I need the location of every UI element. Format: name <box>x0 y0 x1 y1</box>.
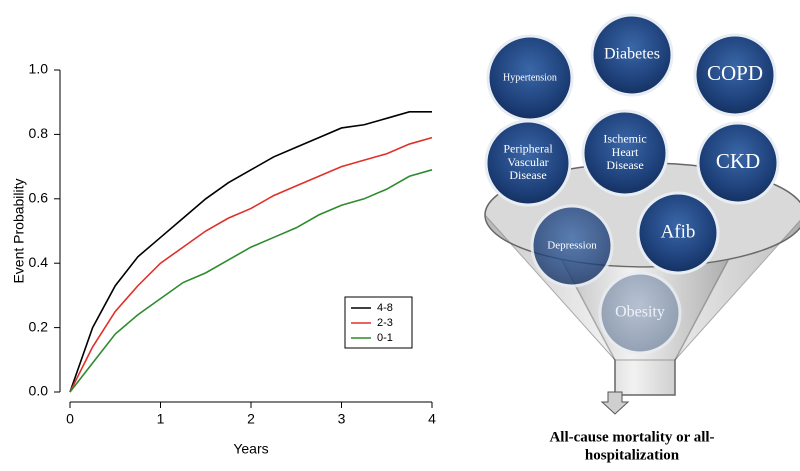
node-label: Heart <box>612 145 639 159</box>
node <box>696 121 780 205</box>
node-label: Ischemic <box>603 132 646 146</box>
legend-label: 0-1 <box>377 332 393 344</box>
node <box>693 33 777 117</box>
node-label: CKD <box>716 149 760 173</box>
node-label: Obesity <box>615 304 665 321</box>
node <box>598 271 682 355</box>
node-label: COPD <box>707 61 763 85</box>
line <box>69 136 433 393</box>
x-tick-label: 3 <box>338 411 346 427</box>
x-axis-label: Years <box>233 441 268 457</box>
y-tick-label: 0.6 <box>29 190 49 206</box>
y-tick-label: 0.8 <box>29 125 49 141</box>
y-tick-label: 0.2 <box>29 318 49 334</box>
y-axis-label: Event Probability <box>11 178 27 283</box>
node-label: Afib <box>661 221 696 242</box>
legend-label: 4-8 <box>377 302 393 314</box>
node-label: Diabetes <box>604 46 660 63</box>
node <box>581 109 669 197</box>
node <box>636 191 720 275</box>
node <box>530 204 614 288</box>
node <box>590 13 674 97</box>
node <box>484 119 572 207</box>
node-label: Disease <box>509 168 546 182</box>
y-tick-label: 0.0 <box>29 383 49 399</box>
x-tick-label: 2 <box>247 411 255 427</box>
arrow <box>600 391 630 415</box>
node-label: Peripheral <box>503 142 553 156</box>
y-tick-label: 1.0 <box>29 61 49 77</box>
caption: All-cause mortality or all- <box>549 429 714 445</box>
caption: hospitalization <box>585 447 680 463</box>
node-label: Hypertension <box>503 72 557 83</box>
node-label: Vascular <box>507 155 548 169</box>
y-tick-label: 0.4 <box>29 254 49 270</box>
legend-label: 2-3 <box>377 317 393 329</box>
line <box>69 111 432 393</box>
x-tick-label: 4 <box>428 411 436 427</box>
x-tick-label: 1 <box>157 411 165 427</box>
line <box>69 169 433 393</box>
diagram: Hypertension Diabetes COPD PeripheralVascul… <box>484 13 800 361</box>
node-label: Disease <box>606 158 643 172</box>
x-tick-label: 0 <box>66 411 74 427</box>
node-label: Depression <box>547 240 597 252</box>
